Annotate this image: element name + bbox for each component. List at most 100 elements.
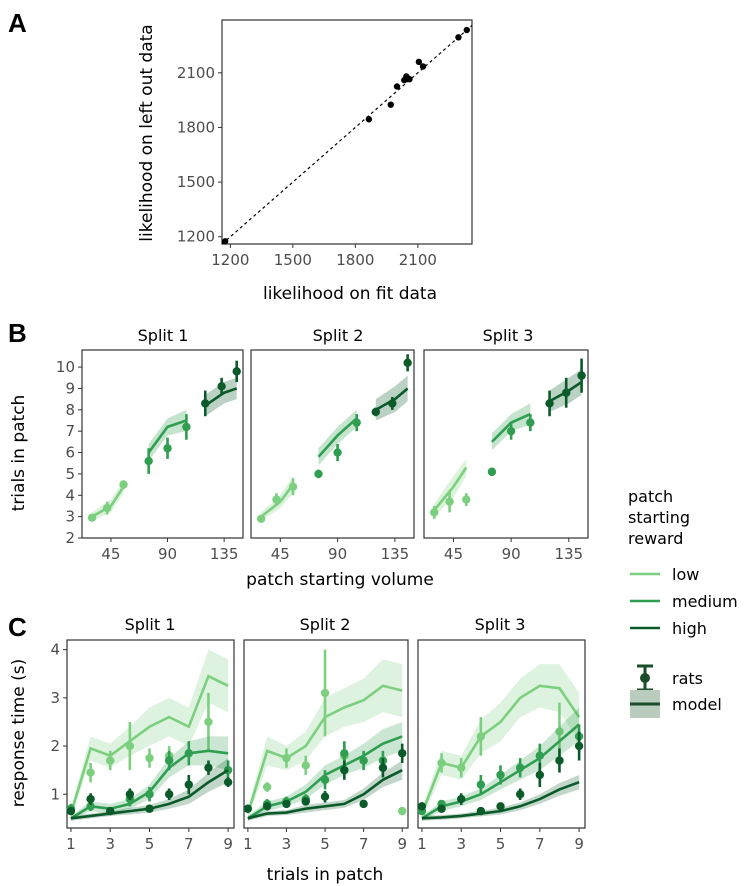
panel-b-model-line-1-high <box>204 387 238 407</box>
panel-b-rat-point-2-low-0 <box>256 514 266 523</box>
panel-a-point-0 <box>221 238 229 245</box>
panel-c-rat-point-3-high-5 <box>515 790 525 799</box>
panel-c-rat-point-2-medium-5 <box>359 756 368 765</box>
panel-c-xtick-label-3-2: 5 <box>496 835 506 853</box>
panel-a-ytick-label-3: 2100 <box>177 64 215 82</box>
panel-b-rat-point-2-high-1 <box>388 399 397 408</box>
panel-b-ytick-label-5: 7 <box>65 422 75 440</box>
panel-c-rat-point-1-high-8 <box>223 778 233 787</box>
panel-b-rat-point-1-high-2 <box>232 367 241 376</box>
panel-b-ytick-label-4: 6 <box>65 444 75 462</box>
panel-c-model-line-1-low <box>69 674 229 814</box>
panel-c-rat-point-1-low-1 <box>86 768 95 777</box>
panel-c-rat-point-2-high-8 <box>398 749 407 758</box>
panel-b-rat-point-2-medium-0 <box>314 469 323 479</box>
panel-b-rat-point-1-high-1 <box>217 382 226 391</box>
panel-c-rat-point-1-medium-3 <box>145 790 154 799</box>
panel-c-rat-point-1-high-1 <box>86 794 95 804</box>
panel-a-point-9 <box>455 34 462 41</box>
panel-b-facet-3: 45 90 135 <box>423 349 589 563</box>
panel-b-strip-3: Split 3 <box>483 326 534 345</box>
panel-b-rat-point-1-medium-1 <box>163 444 172 453</box>
legend-label-low: low <box>672 565 699 584</box>
panel-c-model-line-2-high <box>247 768 403 820</box>
legend-label-high: high <box>672 619 707 638</box>
panel-b-rat-point-3-low-0 <box>430 508 439 517</box>
panel-c-rat-point-2-low-0 <box>262 782 272 792</box>
panel-c-xtick-label-3-4: 9 <box>574 835 584 853</box>
panel-c-model-band-3-low <box>421 664 580 819</box>
legend-title-line-3: reward <box>628 529 683 548</box>
panel-a-xlabel: likelihood on fit data <box>263 284 437 304</box>
panel-c-ytick-label-0: 1 <box>50 785 60 803</box>
panel-a-xtick-label-3: 2100 <box>399 251 437 269</box>
panel-c-rat-point-2-high-0 <box>243 804 253 813</box>
panel-b-xtick-label-1-2: 135 <box>210 545 239 563</box>
panel-b-rat-point-1-low-1 <box>102 503 112 513</box>
panel-c-rat-point-1-high-6 <box>184 780 194 789</box>
panel-c-xtick-label-1-3: 7 <box>184 835 194 853</box>
panel-c-xtick-label-2-2: 5 <box>320 835 330 853</box>
panel-b-ytick-label-0: 2 <box>65 529 75 547</box>
panel-c-rat-point-2-medium-4 <box>340 749 349 758</box>
panel-c-rat-point-3-low-3 <box>555 727 564 736</box>
panel-c-rat-point-3-high-1 <box>437 804 446 813</box>
panel-b-ytick-label-1: 3 <box>65 508 75 526</box>
panel-c-xtick-label-3-1: 3 <box>456 835 466 853</box>
panel-b-ytick-label-3: 5 <box>65 465 75 483</box>
panel-b-rat-point-3-high-1 <box>562 388 571 397</box>
panel-label-a: A <box>8 8 27 38</box>
panel-c-model-line-3-low <box>420 684 581 815</box>
panel-a-point-2 <box>387 101 394 108</box>
panel-b-model-band-2-medium <box>318 409 357 466</box>
panel-a-ytick-label-0: 1200 <box>177 228 215 246</box>
panel-c-rat-point-3-medium-3 <box>496 770 505 780</box>
panel-c-rat-point-2-high-2 <box>282 799 291 809</box>
panel-b-rat-point-1-low-2 <box>119 480 128 489</box>
panel-b-ytick-label-8: 10 <box>56 358 75 376</box>
panel-c-rat-point-2-low-5 <box>398 806 407 816</box>
panel-b-strip-1: Split 1 <box>138 326 189 345</box>
panel-c-rat-point-2-low-1 <box>282 753 291 763</box>
panel-b-xtick-label-1-0: 45 <box>101 545 120 563</box>
legend-rats-point <box>640 673 650 683</box>
panel-b-model-line-2-high <box>375 387 409 411</box>
panel-a-point-3 <box>393 83 401 90</box>
panel-c-rat-point-3-medium-2 <box>476 780 486 789</box>
panel-c-facet-3: 1 3 5 7 9 <box>417 639 586 853</box>
panel-c-rat-point-3-high-4 <box>496 802 505 811</box>
panel-c-rat-point-3-high-6 <box>535 770 545 780</box>
panel-c-rat-point-2-high-3 <box>301 797 310 806</box>
panel-c-strip-3: Split 3 <box>475 615 526 634</box>
panel-b-rat-point-2-low-2 <box>288 482 298 491</box>
panel-b-rat-point-3-low-2 <box>462 495 471 504</box>
panel-c-rat-point-2-high-7 <box>378 763 388 772</box>
panel-c-xtick-label-2-4: 9 <box>397 835 407 853</box>
panel-b-strip-2: Split 2 <box>313 326 364 345</box>
panel-b-rat-point-3-low-1 <box>445 497 454 506</box>
panel-c-xlabel: trials in patch <box>267 865 384 885</box>
panel-a-point-10 <box>463 26 470 34</box>
panel-c-ylabel: response time (s) <box>9 659 29 808</box>
panel-c-rat-point-2-medium-3 <box>320 775 330 784</box>
panel-b-xtick-label-2-1: 90 <box>328 545 347 563</box>
panel-c-xtick-label-1-2: 5 <box>145 835 155 853</box>
panel-c-ytick-label-2: 3 <box>50 689 60 707</box>
panel-b-xtick-label-3-1: 90 <box>502 545 521 563</box>
panel-b-rat-point-3-high-0 <box>545 399 554 408</box>
legend-label-rats: rats <box>672 669 703 688</box>
panel-a-xtick-label-2: 1800 <box>336 251 374 269</box>
panel-c-rat-point-1-high-3 <box>125 790 135 799</box>
panel-c-rat-point-1-low-2 <box>106 756 115 765</box>
panel-c-xtick-label-2-0: 1 <box>243 835 253 853</box>
panel-c-xtick-label-3-0: 1 <box>417 835 427 853</box>
panel-c-xtick-label-2-1: 3 <box>282 835 292 853</box>
panel-a-point-1 <box>365 116 373 123</box>
panel-c-rat-point-1-medium-4 <box>164 756 174 765</box>
panel-b-model-line-1-medium <box>147 419 187 454</box>
panel-a-ylabel: likelihood on left out data <box>137 24 157 241</box>
panel-c-rat-point-1-high-0 <box>66 806 76 816</box>
panel-b-ytick-label-6: 8 <box>65 401 75 419</box>
legend-title-line-1: patch <box>628 487 673 506</box>
